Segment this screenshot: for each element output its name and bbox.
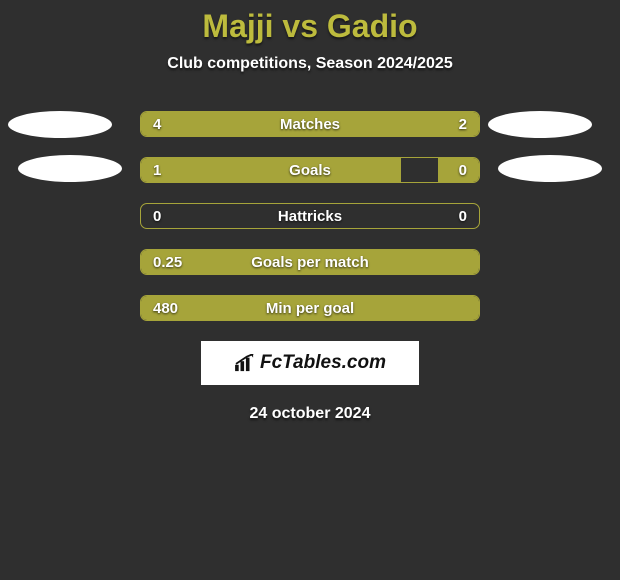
stat-label: Goals: [141, 158, 479, 183]
date-label: 24 october 2024: [0, 405, 620, 423]
brand-label: FcTables.com: [234, 352, 386, 374]
stat-row: 00Hattricks: [140, 203, 480, 231]
side-ellipse: [488, 111, 592, 138]
subtitle: Club competitions, Season 2024/2025: [0, 55, 620, 73]
side-ellipse: [8, 111, 112, 138]
stat-label: Goals per match: [141, 250, 479, 275]
bar-track: 10Goals: [140, 157, 480, 183]
side-ellipse: [18, 155, 122, 182]
bar-track: 0.25Goals per match: [140, 249, 480, 275]
brand-text: FcTables.com: [260, 352, 386, 374]
title-player-a: Majji: [202, 8, 273, 44]
brand-box: FcTables.com: [201, 341, 419, 385]
stat-label: Min per goal: [141, 296, 479, 321]
stat-label: Matches: [141, 112, 479, 137]
side-ellipse: [498, 155, 602, 182]
stat-label: Hattricks: [141, 204, 479, 229]
comparison-chart: 42Matches 10Goals 00Hattricks 0.25Goals per…: [0, 111, 620, 323]
title-vs: vs: [282, 8, 318, 44]
stat-row: 0.25Goals per match: [140, 249, 480, 277]
stat-row: 10Goals: [140, 157, 480, 185]
bar-track: 42Matches: [140, 111, 480, 137]
stat-row: 480Min per goal: [140, 295, 480, 323]
bar-track: 00Hattricks: [140, 203, 480, 229]
stat-row: 42Matches: [140, 111, 480, 139]
title-player-b: Gadio: [327, 8, 418, 44]
bar-track: 480Min per goal: [140, 295, 480, 321]
chart-icon: [234, 354, 256, 372]
page-title: Majji vs Gadio: [0, 8, 620, 45]
